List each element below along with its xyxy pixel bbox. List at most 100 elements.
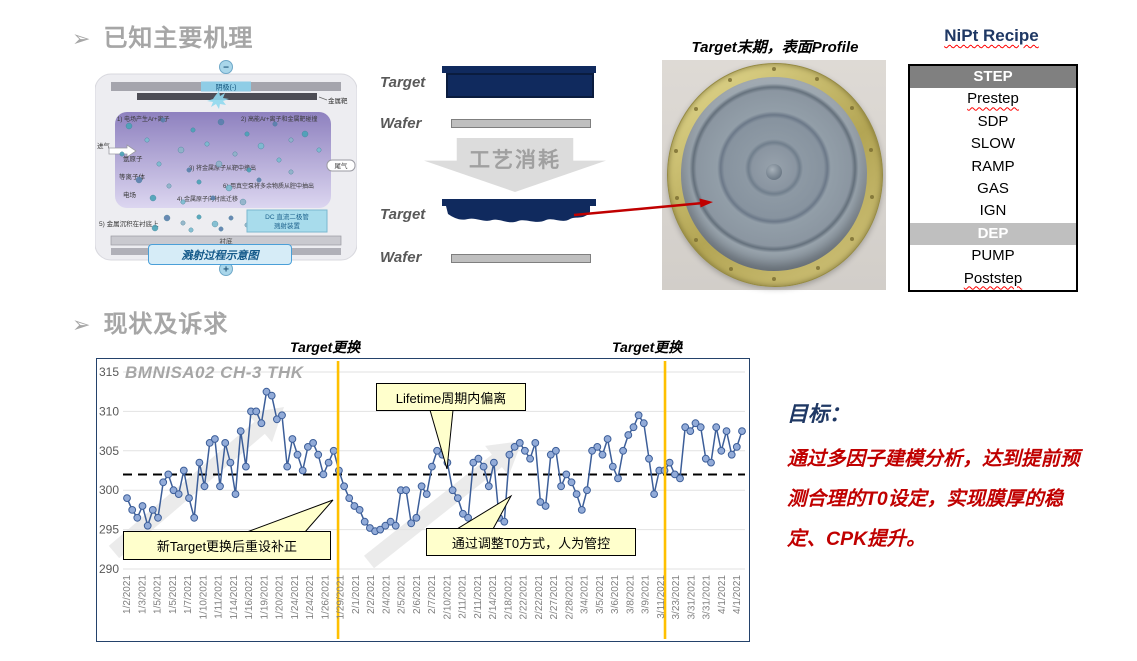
svg-text:2/22/2021: 2/22/2021: [534, 575, 545, 620]
svg-text:3/23/2021: 3/23/2021: [671, 575, 682, 620]
bolt-hole: [674, 195, 679, 200]
svg-text:2/4/2021: 2/4/2021: [381, 575, 392, 614]
svg-text:3/11/2021: 3/11/2021: [656, 575, 667, 619]
svg-text:2/11/2021: 2/11/2021: [458, 575, 469, 619]
cathode-label-box: [201, 81, 251, 92]
plasma-spark-icon: [207, 91, 229, 109]
recipe-step-dep: DEP: [910, 222, 1076, 246]
bolt-hole: [849, 106, 854, 111]
svg-text:1/20/2021: 1/20/2021: [275, 575, 286, 620]
diagram-caption: 溅射过程示意图: [148, 244, 292, 265]
target-change-label-2: Target更换: [612, 339, 683, 355]
svg-text:2/18/2021: 2/18/2021: [503, 575, 514, 620]
svg-text:1/5/2021: 1/5/2021: [168, 575, 179, 614]
plasma-label: 等离子体: [119, 172, 146, 181]
bolt-hole: [674, 149, 679, 154]
target-center-dimple: [766, 164, 782, 180]
thickness-trend-chart: BMNISA02 CH-3 THK 315 310 305 300 295 290 1/2/…: [96, 358, 750, 642]
svg-text:1/14/2021: 1/14/2021: [229, 575, 240, 620]
target-label-new: Target: [380, 74, 426, 91]
svg-text:3/4/2021: 3/4/2021: [580, 575, 591, 614]
svg-text:2/14/2021: 2/14/2021: [488, 575, 499, 620]
photo-title: Target末期，表面Profile: [691, 39, 859, 56]
callout-new-target-reset: 新Target更换后重设补正: [123, 531, 331, 560]
svg-text:2/27/2021: 2/27/2021: [549, 575, 560, 620]
bolt-hole: [694, 237, 699, 242]
svg-text:300: 300: [99, 483, 119, 497]
bolt-hole: [815, 266, 820, 271]
bolt-hole: [693, 106, 698, 111]
section2-heading-text: 现状及诉求: [103, 311, 229, 338]
gas-out-label: 尾气: [335, 161, 349, 170]
gas-in-arrow-icon: [108, 144, 137, 158]
callout-lifetime-drift: Lifetime周期内偏离: [376, 383, 526, 411]
svg-text:295: 295: [99, 523, 119, 537]
target-body-new: [446, 73, 594, 98]
bolt-hole: [728, 77, 733, 82]
gas-out-box: [326, 159, 356, 172]
recipe-step-slow: SLOW: [970, 135, 1016, 153]
svg-text:2/28/2021: 2/28/2021: [564, 575, 575, 620]
svg-text:2/22/2021: 2/22/2021: [519, 575, 530, 620]
svg-text:1/24/2021: 1/24/2021: [305, 575, 316, 620]
recipe-step-ign: IGN: [979, 202, 1007, 220]
plasma-region: [115, 112, 331, 208]
minus-sign: −: [223, 63, 229, 74]
svg-text:2/11/2021: 2/11/2021: [473, 575, 484, 619]
svg-text:2/5/2021: 2/5/2021: [397, 575, 408, 614]
svg-text:1/29/2021: 1/29/2021: [336, 575, 347, 620]
target-backing-plate-new: [442, 66, 596, 73]
dc-device-label-line2: 溅射装置: [274, 221, 301, 230]
step4-label: 4) 金属原子向衬底迁移: [177, 195, 238, 203]
arrow-bullet-icon: ➢: [72, 26, 92, 51]
svg-text:1/5/2021: 1/5/2021: [153, 575, 164, 614]
svg-text:315: 315: [99, 365, 119, 379]
step3-label: 3) 将金属原子从靶中撞出: [189, 164, 256, 172]
chart-title: BMNISA02 CH-3 THK: [125, 363, 304, 382]
target-consumption-diagram: Target Wafer 工艺消耗 Target Wafer: [380, 58, 622, 293]
svg-text:1/16/2021: 1/16/2021: [244, 575, 255, 620]
section2-heading: ➢ 现状及诉求: [72, 304, 228, 339]
svg-text:310: 310: [99, 404, 119, 418]
target-end-of-life-photo: [662, 60, 886, 290]
recipe-step-poststep: Poststep: [963, 269, 1023, 287]
svg-text:1/24/2021: 1/24/2021: [290, 575, 301, 620]
svg-text:4/1/2021: 4/1/2021: [717, 575, 728, 614]
wafer-label-new: Wafer: [380, 115, 422, 132]
section1-heading-text: 已知主要机理: [103, 25, 254, 52]
recipe-header: STEP: [910, 66, 1076, 89]
substrate-label: 衬底: [220, 237, 234, 246]
bolt-hole: [869, 148, 874, 153]
svg-text:2/2/2021: 2/2/2021: [366, 575, 377, 614]
goal-body: 通过多因子建模分析，达到提前预测合理的T0设定，实现膜厚的稳定、CPK提升。: [787, 448, 1080, 550]
goal-title: 目标：: [787, 403, 850, 426]
step1-label: 1) 电场产生Ar+离子: [117, 115, 170, 123]
svg-text:290: 290: [99, 562, 119, 576]
metal-target-bar: [137, 93, 317, 100]
svg-text:3/9/2021: 3/9/2021: [641, 575, 652, 614]
bolt-hole: [729, 266, 733, 271]
recipe-step-pump: PUMP: [971, 247, 1015, 265]
svg-text:305: 305: [99, 444, 119, 458]
svg-text:2/7/2021: 2/7/2021: [427, 575, 438, 614]
svg-text:1/10/2021: 1/10/2021: [198, 575, 209, 620]
svg-text:2/1/2021: 2/1/2021: [351, 575, 362, 614]
svg-text:1/26/2021: 1/26/2021: [320, 575, 331, 620]
svg-text:3/5/2021: 3/5/2021: [595, 575, 606, 614]
dc-device-label-line1: DC 直流二极管: [265, 212, 309, 221]
recipe-table: STEP Prestep SDP SLOW RAMP GAS IGN DEP PUMP Posts…: [908, 64, 1078, 292]
cathode-label: 阴极(-): [216, 83, 237, 92]
bolt-hole: [850, 237, 855, 242]
bolt-hole: [771, 67, 776, 71]
section1-heading: ➢ 已知主要机理: [72, 18, 253, 53]
step6-label: 6) 用真空泵将多余物质从腔中抽出: [223, 182, 314, 190]
goal-block: 目标： 通过多因子建模分析，达到提前预测合理的T0设定，实现膜厚的稳定、CPK提…: [787, 398, 1087, 560]
svg-text:3/6/2021: 3/6/2021: [610, 575, 621, 614]
svg-text:1/7/2021: 1/7/2021: [183, 575, 194, 614]
target-callout-line: [318, 96, 328, 101]
recipe-title: NiPt Recipe: [944, 26, 1039, 45]
argon-label: 氩原子: [123, 154, 143, 163]
minus-electrode-icon: [219, 60, 233, 74]
wafer-label-used: Wafer: [380, 249, 422, 266]
